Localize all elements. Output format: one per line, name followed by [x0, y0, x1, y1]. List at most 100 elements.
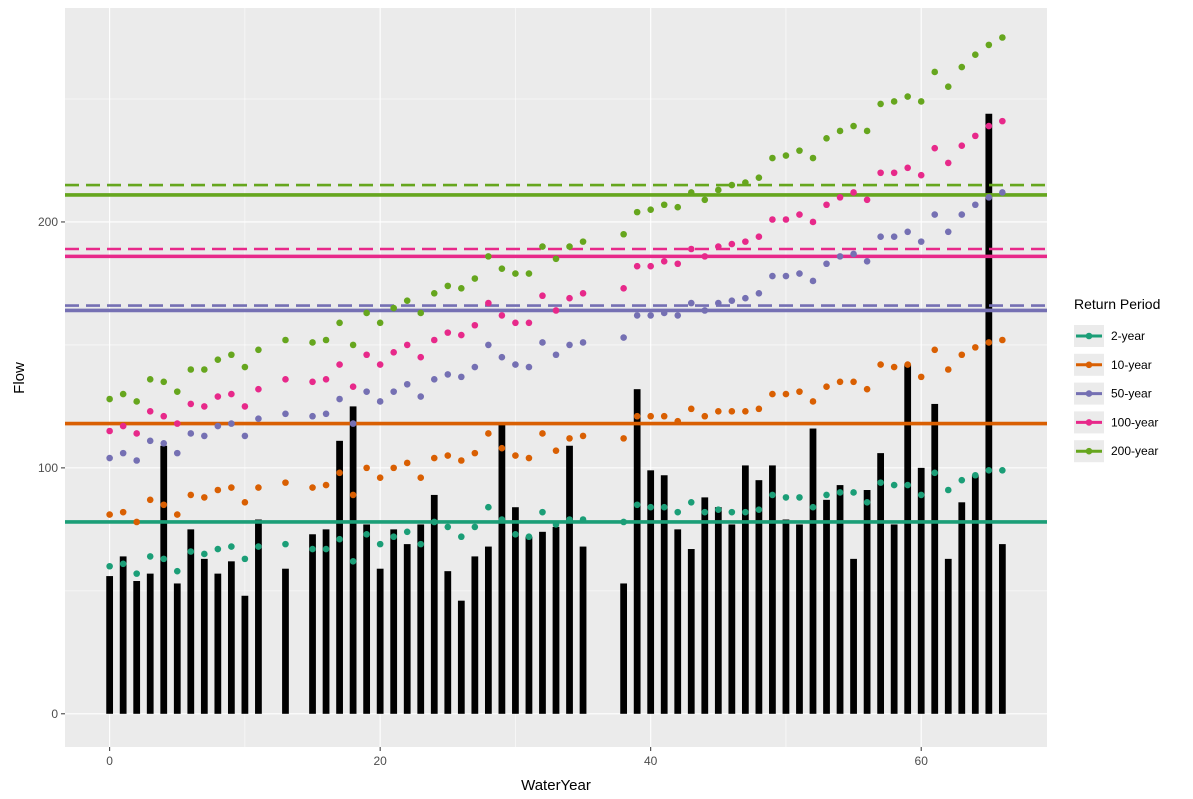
- point-50-year: [539, 339, 546, 346]
- point-200-year: [863, 127, 871, 135]
- point-50-year: [133, 457, 140, 464]
- point-10-year: [972, 344, 979, 351]
- point-50-year: [471, 363, 479, 371]
- return-level-points: [106, 34, 1006, 577]
- point-200-year: [931, 68, 939, 76]
- point-100-year: [133, 430, 140, 437]
- bar-49: [769, 465, 776, 714]
- bar-16: [322, 529, 330, 714]
- point-2-year: [255, 543, 262, 550]
- point-10-year: [322, 481, 330, 489]
- point-10-year: [728, 408, 736, 415]
- point-10-year: [201, 494, 208, 501]
- point-10-year: [539, 430, 546, 437]
- point-200-year: [255, 346, 262, 354]
- point-10-year: [106, 511, 113, 518]
- point-10-year: [214, 486, 222, 494]
- point-100-year: [796, 211, 803, 218]
- point-50-year: [620, 334, 627, 341]
- point-2-year: [931, 469, 939, 477]
- point-2-year: [863, 499, 871, 506]
- bar-8: [214, 573, 222, 714]
- bar-47: [741, 465, 749, 714]
- point-50-year: [972, 201, 979, 209]
- point-2-year: [512, 530, 519, 538]
- point-50-year: [660, 309, 668, 317]
- legend-dot: [1085, 332, 1093, 340]
- point-50-year: [931, 211, 939, 218]
- point-10-year: [687, 405, 695, 413]
- point-200-year: [809, 154, 817, 162]
- point-50-year: [485, 341, 492, 349]
- point-2-year: [823, 491, 830, 499]
- bar-33: [552, 526, 560, 714]
- point-100-year: [701, 253, 709, 260]
- point-10-year: [430, 454, 438, 462]
- bar-51: [796, 524, 803, 714]
- point-200-year: [958, 63, 966, 71]
- point-2-year: [336, 535, 343, 543]
- point-10-year: [917, 373, 925, 381]
- point-2-year: [890, 481, 898, 489]
- point-10-year: [133, 518, 140, 526]
- point-2-year: [552, 521, 560, 528]
- point-200-year: [769, 154, 776, 162]
- point-2-year: [728, 508, 736, 516]
- point-10-year: [647, 412, 654, 420]
- point-200-year: [660, 201, 668, 209]
- point-10-year: [403, 459, 411, 467]
- point-50-year: [376, 398, 384, 405]
- point-200-year: [376, 319, 384, 327]
- point-10-year: [282, 479, 289, 486]
- bar-17: [336, 440, 343, 714]
- bar-44: [701, 497, 709, 714]
- point-10-year: [525, 454, 533, 462]
- bar-15: [309, 534, 316, 714]
- point-2-year: [809, 503, 817, 511]
- point-100-year: [809, 218, 817, 226]
- point-200-year: [728, 181, 736, 189]
- point-10-year: [146, 496, 154, 504]
- bar-24: [430, 494, 438, 714]
- legend-item-50-year: 50-year: [1074, 382, 1152, 405]
- point-200-year: [917, 98, 925, 105]
- legend: Return Period 2-year 10-year 50-year 100-ye…: [1074, 296, 1160, 463]
- point-100-year: [823, 201, 830, 209]
- bar-34: [566, 445, 573, 714]
- legend-label: 50-year: [1111, 387, 1152, 401]
- point-2-year: [471, 523, 479, 531]
- point-200-year: [403, 297, 411, 304]
- point-2-year: [985, 467, 993, 474]
- point-10-year: [796, 388, 803, 395]
- point-10-year: [160, 501, 168, 509]
- legend-item-100-year: 100-year: [1074, 411, 1158, 434]
- point-50-year: [877, 233, 884, 241]
- point-100-year: [403, 341, 411, 349]
- point-100-year: [458, 331, 465, 339]
- point-50-year: [742, 294, 749, 302]
- legend-item-10-year: 10-year: [1074, 353, 1152, 376]
- point-100-year: [376, 361, 384, 368]
- point-200-year: [430, 289, 438, 297]
- y-axis-title: Flow: [11, 362, 28, 394]
- point-2-year: [904, 481, 911, 489]
- bar-30: [512, 507, 519, 714]
- point-10-year: [336, 469, 343, 477]
- point-50-year: [633, 312, 641, 319]
- bar-48: [755, 480, 763, 714]
- point-10-year: [485, 430, 492, 437]
- bar-43: [687, 549, 695, 714]
- point-50-year: [282, 410, 289, 418]
- y-tick-label: 100: [38, 461, 58, 475]
- legend-dot: [1085, 361, 1093, 369]
- point-200-year: [999, 34, 1006, 41]
- point-100-year: [255, 385, 262, 393]
- point-50-year: [999, 189, 1006, 196]
- point-100-year: [850, 189, 857, 196]
- point-50-year: [430, 376, 438, 383]
- point-200-year: [228, 351, 235, 359]
- point-2-year: [309, 545, 316, 553]
- bar-0: [106, 576, 114, 714]
- point-100-year: [322, 376, 330, 383]
- point-10-year: [417, 474, 425, 482]
